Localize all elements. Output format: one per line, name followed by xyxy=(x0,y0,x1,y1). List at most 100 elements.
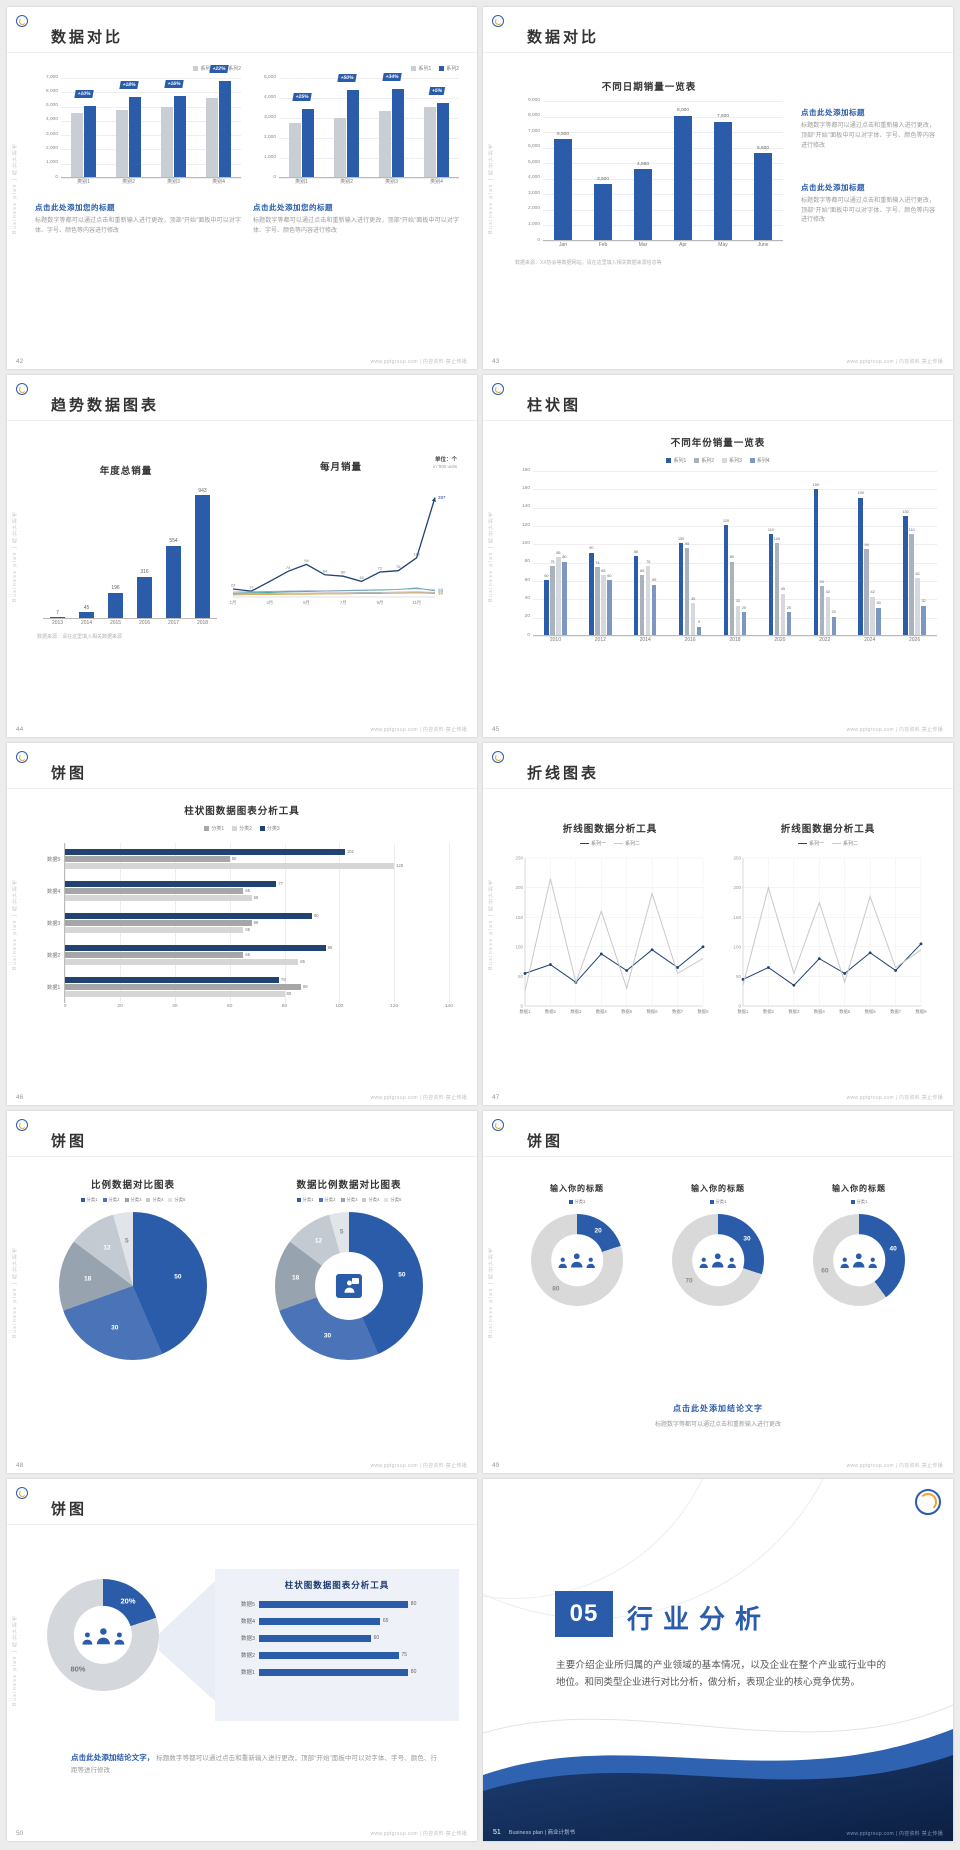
header-divider xyxy=(7,420,477,421)
svg-text:数据4: 数据4 xyxy=(596,1008,608,1015)
svg-text:64: 64 xyxy=(323,568,328,573)
slide-51: 05 行业分析 主要介绍企业所归属的产业领域的基本情况，以及企业在整个产业或行业… xyxy=(483,1479,953,1841)
body-text: 标题数字等都可以通过点击和重新输入进行更改，顶部“开始”面板中可以对字体、字号、… xyxy=(35,218,241,234)
analysis-panel: 柱状图数据图表分析工具 数据5 80 数据4 65 数据3 60 数据2 75 数据1 80 xyxy=(215,1569,459,1721)
svg-text:250: 250 xyxy=(733,856,741,861)
svg-text:11月: 11月 xyxy=(412,600,421,606)
logo-icon xyxy=(16,751,28,763)
body-text: 标题数字等都可以通过点击和重新输入进行更改，顶部“开始”面板中可以对字体、字号、… xyxy=(801,123,935,149)
page-number: 42 xyxy=(16,358,24,365)
funnel-decoration xyxy=(159,1581,215,1701)
section-number: 05 xyxy=(555,1591,613,1637)
header-divider xyxy=(7,1524,477,1525)
slide-50: Business plan | 商业计划书 饼图 20% 80% 柱状图数据图表分… xyxy=(7,1479,477,1841)
daily-sales-bar-chart: 9,000 8,000 7,000 6,000 5,000 4,000 3,000 2,000… xyxy=(515,98,783,248)
svg-text:数据6: 数据6 xyxy=(647,1008,659,1015)
page-number: 47 xyxy=(492,1094,500,1101)
chart-legend: 分类1 分类2 分类3 分类4 分类5 xyxy=(33,1197,233,1203)
donut-column-2: 输入你的标题 分类1 30 70 xyxy=(648,1183,788,1306)
chart-legend: 分类1 xyxy=(507,1199,647,1205)
svg-text:100: 100 xyxy=(733,944,741,949)
svg-text:数据1: 数据1 xyxy=(738,1008,750,1015)
pie-block-right: 数据比例数据对比图表 分类1 分类2 分类3 分类4 分类5 50 30 18 12 5 xyxy=(249,1177,449,1360)
svg-text:数据7: 数据7 xyxy=(672,1008,684,1015)
chart-title: 折线图数据分析工具 xyxy=(562,824,658,835)
horizontal-bar-chart: 数据5 数据4 数据3 数据2 数据1 0 20 40 60 80 100 120 140 102 60 12… xyxy=(47,843,453,1009)
sidebar-vertical-label: Business plan | 商业计划书 xyxy=(12,510,18,602)
slide-footer: 51 Business plan | 商业计划书 xyxy=(493,1828,575,1836)
column-title: 输入你的标题 xyxy=(691,1184,745,1193)
svg-text:72: 72 xyxy=(378,566,383,571)
svg-text:数据4: 数据4 xyxy=(814,1008,826,1015)
logo-icon xyxy=(16,1119,28,1131)
chart-legend: 系列1 系列2 xyxy=(253,65,459,72)
header-divider xyxy=(483,788,953,789)
svg-text:0: 0 xyxy=(738,1004,741,1009)
pie-block-left: 比例数据对比图表 分类1 分类2 分类3 分类4 分类5 50 30 18 12 5 xyxy=(33,1177,233,1360)
chart-title: 年度总销量 xyxy=(99,466,153,477)
logo-icon xyxy=(915,1489,941,1515)
svg-text:数据3: 数据3 xyxy=(570,1008,582,1015)
line-chart-block-right: 折线图数据分析工具 系列一 系列二 0 50 100 150 200 250 数据1 数据2 数据… xyxy=(727,821,929,1025)
body-text: 标题数字等都可以通过点击和重新输入进行更改，顶部“开始”面板中可以对字体、字号、… xyxy=(71,1755,437,1774)
chart-title: 不同年份销量一览表 xyxy=(670,438,766,449)
body-text: 标题数字等都可以通过点击和重新输入进行更改，顶部“开始”面板中可以对字体、字号、… xyxy=(801,197,935,224)
chart-title: 不同日期销量一览表 xyxy=(601,82,697,93)
cta-heading: 点击此处添加结论文字 xyxy=(673,1404,763,1413)
monthly-sales-block: 单位：个 in '000 units 每月销量 1月 3月 5月 7月 9月 11月 23 1… xyxy=(225,457,457,616)
svg-text:20: 20 xyxy=(438,588,444,593)
cta-heading: 点击此处添加您的标题 xyxy=(253,203,333,212)
sidebar-vertical-label: Business plan | 商业计划书 xyxy=(12,878,18,970)
header-divider xyxy=(483,1156,953,1157)
comparison-panel-right: 系列1 系列2 5,000 4,000 3,000 2,000 1,000 0 +25% 类别1… xyxy=(253,65,459,237)
grouped-bar-chart-right: 5,000 4,000 3,000 2,000 1,000 0 +25% 类别1 +50% 类别2… xyxy=(253,73,459,185)
logo-icon xyxy=(492,15,504,27)
svg-text:数据7: 数据7 xyxy=(890,1008,902,1015)
footer-note: www.pptgroup.com | 内容资料 禁止传播 xyxy=(846,1831,943,1837)
unit-line2: in '000 units xyxy=(433,464,457,470)
slide-title: 柱状图 xyxy=(527,397,582,414)
unit-label: 单位：个 in '000 units xyxy=(433,457,457,470)
sales-chart-block: 不同日期销量一览表 9,000 8,000 7,000 6,000 5,000 4,000… xyxy=(515,79,783,266)
page-number: 43 xyxy=(492,358,500,365)
svg-text:60: 60 xyxy=(341,570,346,575)
line-chart-right: 0 50 100 150 200 250 数据1 数据2 数据3 数据4 数据5 数据6 数据7 数据8 xyxy=(727,850,929,1025)
svg-text:数据8: 数据8 xyxy=(698,1008,709,1015)
header-divider xyxy=(7,52,477,53)
slide-title: 数据对比 xyxy=(51,29,124,46)
footer-note: www.pptgroup.com | 内容资料 禁止传播 xyxy=(846,1095,943,1101)
arc-decoration xyxy=(483,1479,853,1619)
chart-title: 比例数据对比图表 xyxy=(90,1180,175,1191)
slide-title: 饼图 xyxy=(51,1133,88,1150)
logo-icon xyxy=(492,751,504,763)
chart-legend: 分类1 分类2 分类3 分类4 分类5 xyxy=(249,1197,449,1203)
page-number: 45 xyxy=(492,726,500,733)
svg-text:200: 200 xyxy=(733,885,741,890)
svg-text:数据3: 数据3 xyxy=(788,1008,800,1015)
chart-title: 数据比例数据对比图表 xyxy=(296,1180,402,1191)
text-block: 点击此处添加标题 标题数字等都可以通过点击和重新输入进行更改，顶部“开始”面板中… xyxy=(801,107,935,152)
wave-decoration xyxy=(483,1704,953,1841)
svg-text:94: 94 xyxy=(304,558,309,563)
donut-chart: 50 30 18 12 5 xyxy=(275,1212,423,1360)
slide-43: Business plan | 商业计划书 数据对比 不同日期销量一览表 9,0… xyxy=(483,7,953,369)
slide-title: 饼图 xyxy=(51,1501,88,1518)
slide-47: Business plan | 商业计划书 折线图表 折线图数据分析工具 系列一… xyxy=(483,743,953,1105)
line-chart-left: 0 50 100 150 200 250 数据1 数据2 数据3 数据4 数据5 数据6 数据7 数据8 xyxy=(509,850,711,1025)
chart-legend: 系列一 系列二 xyxy=(727,840,929,847)
svg-text:74: 74 xyxy=(286,565,291,570)
chart-legend: 系列1 系列2 系列3 系列4 xyxy=(483,457,953,464)
page-number: 46 xyxy=(16,1094,24,1101)
sidebar-vertical-label: Business plan | 商业计划书 xyxy=(488,878,494,970)
footer-note: www.pptgroup.com | 内容资料 禁止传播 xyxy=(370,1463,467,1469)
header-divider xyxy=(7,1156,477,1157)
logo-icon xyxy=(492,1119,504,1131)
svg-text:150: 150 xyxy=(515,915,523,920)
slide-42: Business plan | 商业计划书 数据对比 系列1 系列2 7,000 6… xyxy=(7,7,477,369)
donut-chart: 40 60 xyxy=(813,1214,905,1306)
svg-text:17: 17 xyxy=(249,585,254,590)
footer-label: Business plan | 商业计划书 xyxy=(508,1830,576,1836)
page-number: 50 xyxy=(16,1830,24,1837)
slide-title: 折线图表 xyxy=(527,765,600,782)
page-number: 44 xyxy=(16,726,24,733)
